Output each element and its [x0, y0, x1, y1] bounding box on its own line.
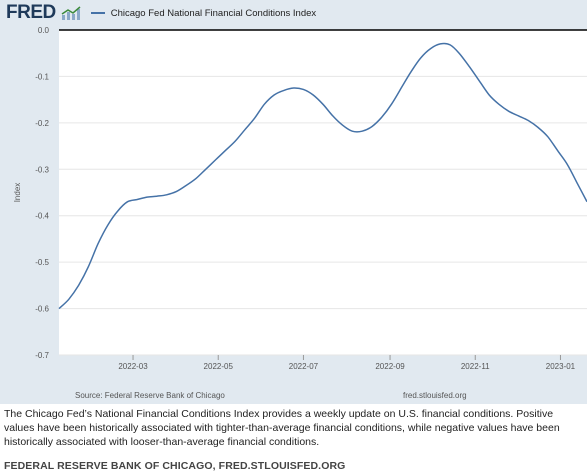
legend: Chicago Fed National Financial Condition… — [90, 7, 317, 19]
x-axis: 2022-03 2022-05 2022-07 2022-09 2022-11 2023-… — [118, 355, 576, 371]
y-tick-label: -0.1 — [35, 72, 49, 81]
y-tick-label: 0.0 — [38, 26, 50, 35]
fred-logo[interactable]: FRED — [6, 2, 56, 23]
x-tick-label: 2022-09 — [375, 362, 405, 371]
footer-citation: FEDERAL RESERVE BANK OF CHICAGO, FRED.ST… — [4, 460, 346, 472]
x-tick-label: 2022-03 — [118, 362, 148, 371]
series-line — [58, 42, 587, 310]
y-tick-label: -0.7 — [35, 351, 49, 360]
y-axis-title: Index — [13, 183, 22, 203]
y-tick-label: -0.4 — [35, 212, 49, 221]
source-label: Source: Federal Reserve Bank of Chicago — [75, 391, 225, 400]
chart-header: FRED Chicago Fed National Financial Cond… — [6, 2, 316, 24]
y-tick-label: -0.6 — [35, 305, 49, 314]
y-tick-label: -0.3 — [35, 165, 49, 174]
legend-label[interactable]: Chicago Fed National Financial Condition… — [110, 7, 317, 19]
legend-swatch — [90, 12, 105, 14]
y-tick-label: -0.2 — [35, 119, 49, 128]
y-axis: 0.0 -0.1 -0.2 -0.3 -0.4 -0.5 -0.6 -0.7 — [35, 26, 49, 360]
x-tick-label: 2022-07 — [289, 362, 319, 371]
line-chart: 0.0-0.1-0.2-0.3-0.4-0.5-0.6-0.7 2022-03 2… — [13, 26, 587, 371]
x-tick-label: 2022-05 — [204, 362, 234, 371]
y-tick-label: -0.5 — [35, 258, 49, 267]
plot-area — [59, 30, 587, 355]
series-notes: The Chicago Fed’s National Financial Con… — [4, 408, 560, 448]
source-site[interactable]: fred.stlouisfed.org — [403, 391, 467, 400]
gridlines — [59, 29, 587, 356]
x-tick-label: 2023-01 — [546, 362, 576, 371]
x-tick-label: 2022-11 — [461, 362, 490, 371]
fred-chart-icon — [61, 6, 81, 20]
